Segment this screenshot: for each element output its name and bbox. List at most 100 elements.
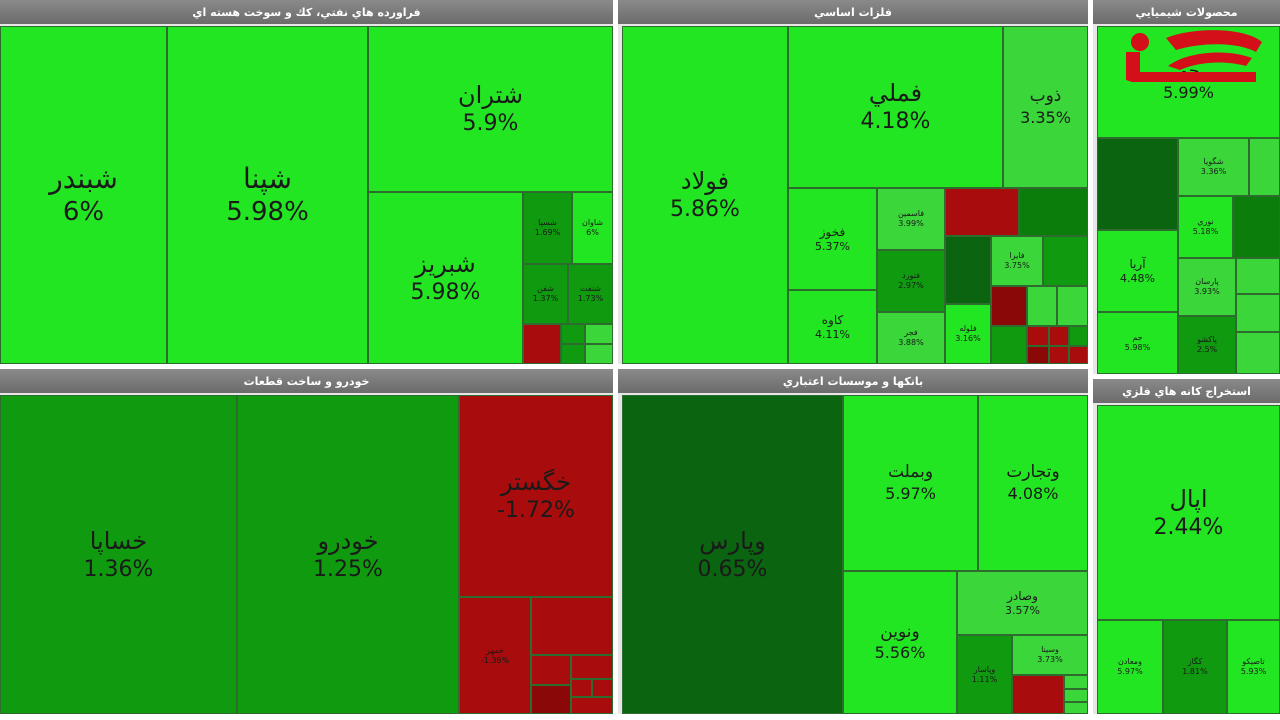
tile-vepasar[interactable]: وپاسار 1.11% — [957, 635, 1012, 714]
tile-symbol: فجر — [904, 328, 918, 337]
tile-symbol: فلوله — [959, 324, 977, 333]
treemap-banks: وپارس 0.65% وبملت 5.97% وتجارت 4.08% ونو… — [618, 395, 1088, 714]
tile-symbol: ومعادن — [1118, 657, 1142, 666]
tile-change: 5.97% — [885, 483, 936, 503]
tile-fayra[interactable]: فايرا 3.75% — [991, 236, 1043, 286]
tile-khodro[interactable]: خودرو 1.25% — [237, 395, 459, 714]
tile-fakhoz[interactable]: فخوز 5.37% — [788, 188, 877, 290]
tile-change: 5.93% — [1240, 667, 1267, 676]
tile-vepars[interactable]: وپارس 0.65% — [622, 395, 843, 714]
tile-change: 1.69% — [534, 228, 561, 237]
tile-small[interactable] — [561, 344, 585, 364]
tile-small[interactable] — [1012, 675, 1064, 714]
panel-title: خودرو و ساخت قطعات — [0, 369, 613, 393]
tile-change: 1.73% — [577, 294, 604, 303]
tile-small[interactable] — [945, 236, 991, 304]
tile-small[interactable] — [991, 286, 1027, 326]
tile-small[interactable] — [523, 324, 561, 364]
tile-shepna[interactable]: شپنا 5.98% — [167, 26, 368, 364]
tile-foolad[interactable]: فولاد 5.86% — [622, 26, 788, 364]
tile-small[interactable] — [531, 597, 613, 655]
tile-change: 5.56% — [874, 643, 926, 663]
tile-khemehr[interactable]: خمهر -1.36% — [459, 597, 531, 714]
tile-small[interactable] — [1049, 326, 1069, 346]
tile-vesina[interactable]: وسينا 3.73% — [1012, 635, 1088, 675]
tile-change: 5.86% — [670, 197, 740, 223]
tile-fameli[interactable]: فملي 4.18% — [788, 26, 1003, 188]
tile-arya[interactable]: آريا 4.48% — [1097, 230, 1178, 312]
tile-small[interactable] — [561, 324, 585, 344]
tile-small[interactable] — [531, 685, 571, 714]
tile-small[interactable] — [945, 188, 1019, 236]
tile-vamaaden[interactable]: ومعادن 5.97% — [1097, 620, 1163, 714]
tile-small[interactable] — [1236, 294, 1280, 332]
tile-small[interactable] — [1057, 286, 1088, 326]
tile-zob[interactable]: ذوب 3.35% — [1003, 26, 1088, 188]
tile-vebemellat[interactable]: وبملت 5.97% — [843, 395, 978, 571]
tile-symbol: پاکشو — [1197, 335, 1217, 344]
tile-small[interactable] — [571, 697, 613, 714]
tile-change: 1.37% — [532, 294, 559, 303]
tile-khesapa[interactable]: خساپا 1.36% — [0, 395, 237, 714]
tile-symbol: کگاز — [1187, 657, 1203, 666]
tile-symbol: وپارس — [699, 526, 766, 555]
tile-small[interactable] — [1233, 196, 1280, 258]
tile-vetejarat[interactable]: وتجارت 4.08% — [978, 395, 1088, 571]
tile-small[interactable] — [1064, 689, 1088, 702]
tile-small[interactable] — [1236, 258, 1280, 294]
tile-tasiko[interactable]: تاصيکو 5.93% — [1227, 620, 1280, 714]
tile-symbol: اپال — [1169, 484, 1208, 513]
tile-shebandar[interactable]: شبندر 6% — [0, 26, 167, 364]
tile-small[interactable] — [1069, 326, 1088, 346]
tile-small[interactable] — [1064, 702, 1088, 714]
tile-small[interactable] — [1064, 675, 1088, 689]
tile-small[interactable] — [585, 324, 613, 344]
tile-change: 5.99% — [1163, 82, 1214, 102]
tile-change: 1.25% — [313, 556, 383, 582]
tile-kaveh[interactable]: کاوه 4.11% — [788, 290, 877, 364]
tile-small[interactable] — [1019, 188, 1088, 236]
tile-small[interactable] — [1027, 286, 1057, 326]
tile-shavan[interactable]: شاوان 6% — [572, 192, 613, 264]
tile-shenaft[interactable]: شنفت 1.73% — [568, 264, 613, 324]
tile-small[interactable] — [1097, 138, 1178, 230]
tile-symbol: وتجارت — [1006, 462, 1060, 483]
tile-pakshoo[interactable]: پاکشو 2.5% — [1178, 316, 1236, 374]
tile-venovin[interactable]: ونوين 5.56% — [843, 571, 957, 714]
rokna-logo-icon — [1126, 30, 1262, 82]
tile-fanvard[interactable]: فنورد 2.97% — [877, 250, 945, 312]
tile-small[interactable] — [1027, 326, 1049, 346]
tile-shetran[interactable]: شتران 5.9% — [368, 26, 613, 192]
tile-parsan[interactable]: پارسان 3.93% — [1178, 258, 1236, 316]
tile-shespa[interactable]: شسپا 1.69% — [523, 192, 572, 264]
tile-small[interactable] — [1249, 138, 1280, 196]
tile-small[interactable] — [571, 655, 613, 679]
tile-small[interactable] — [1027, 346, 1049, 364]
tile-shebriz[interactable]: شبريز 5.98% — [368, 192, 523, 364]
tile-noori[interactable]: نوري 5.18% — [1178, 196, 1233, 258]
tile-small[interactable] — [571, 679, 592, 697]
tile-fasamin[interactable]: فاسمين 3.99% — [877, 188, 945, 250]
tile-jam-small[interactable]: جم 5.98% — [1097, 312, 1178, 374]
tile-apal[interactable]: اپال 2.44% — [1097, 405, 1280, 620]
tile-falooleh[interactable]: فلوله 3.16% — [945, 304, 991, 364]
tile-small[interactable] — [1043, 236, 1088, 286]
tile-change: -1.72% — [497, 498, 575, 524]
tile-change: 5.98% — [1124, 343, 1151, 352]
tile-small[interactable] — [585, 344, 613, 364]
tile-small[interactable] — [1069, 346, 1088, 364]
tile-small[interactable] — [1049, 346, 1069, 364]
tile-fajr[interactable]: فجر 3.88% — [877, 312, 945, 364]
panel-refinery: فراورده هاي نفتي، كك و سوخت هسته اي شبند… — [0, 0, 613, 364]
tile-small[interactable] — [1236, 332, 1280, 374]
tile-small[interactable] — [991, 326, 1027, 364]
tile-small[interactable] — [592, 679, 613, 697]
tile-kegaz[interactable]: کگاز 1.81% — [1163, 620, 1227, 714]
tile-shegoya[interactable]: شگويا 3.36% — [1178, 138, 1249, 196]
tile-change: 5.9% — [462, 111, 519, 137]
tile-khegostar[interactable]: خگستر -1.72% — [459, 395, 613, 597]
panel-title: محصولات شيميايي — [1093, 0, 1280, 24]
tile-vesader[interactable]: وصادر 3.57% — [957, 571, 1088, 635]
tile-shefan[interactable]: شفن 1.37% — [523, 264, 568, 324]
tile-small[interactable] — [531, 655, 571, 685]
